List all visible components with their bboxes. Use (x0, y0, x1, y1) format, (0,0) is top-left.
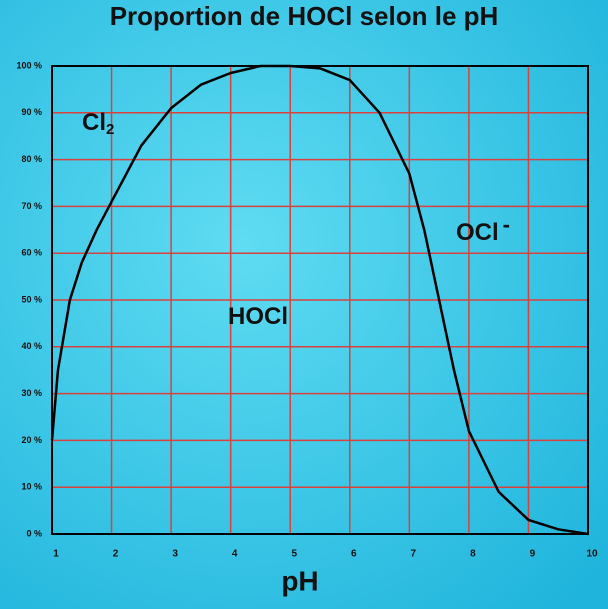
y-tick-label: 40 % (21, 341, 42, 351)
annotation-superscript: - (503, 212, 510, 237)
plot-border (51, 65, 589, 535)
x-tick-label: 4 (232, 549, 238, 560)
annotation-text: OCl (456, 219, 499, 246)
y-tick-label: 30 % (21, 388, 42, 398)
y-tick-label: 70 % (21, 201, 42, 211)
annotation: HOCl (228, 303, 288, 330)
x-tick-label: 5 (291, 549, 297, 560)
x-tick-label: 3 (172, 549, 178, 560)
data-line (50, 64, 589, 536)
x-tick-label: 1 (53, 549, 59, 560)
y-tick-label: 20 % (21, 435, 42, 445)
y-tick-label: 50 % (21, 294, 42, 304)
y-tick-label: 60 % (21, 248, 42, 258)
y-tick-label: 100 % (16, 60, 42, 70)
y-tick-label: 0 % (26, 528, 42, 538)
annotation-text: HOCl (228, 303, 288, 330)
x-tick-label: 2 (113, 549, 119, 560)
chart-title: Proportion de HOCl selon le pH (110, 1, 499, 31)
x-tick-label: 8 (470, 549, 476, 560)
y-tick-label: 10 % (21, 482, 42, 492)
annotation: Cl2 (82, 109, 114, 138)
x-tick-label: 9 (530, 549, 536, 560)
y-tick-label: 80 % (21, 154, 42, 164)
annotation-subscript: 2 (106, 121, 114, 138)
annotation: OCl - (456, 212, 510, 247)
x-tick-label: 10 (586, 549, 598, 560)
x-tick-label: 7 (411, 549, 417, 560)
annotation-text: Cl (82, 109, 106, 136)
y-tick-label: 90 % (21, 107, 42, 117)
x-tick-label: 6 (351, 549, 357, 560)
x-axis-label: pH (281, 565, 318, 596)
